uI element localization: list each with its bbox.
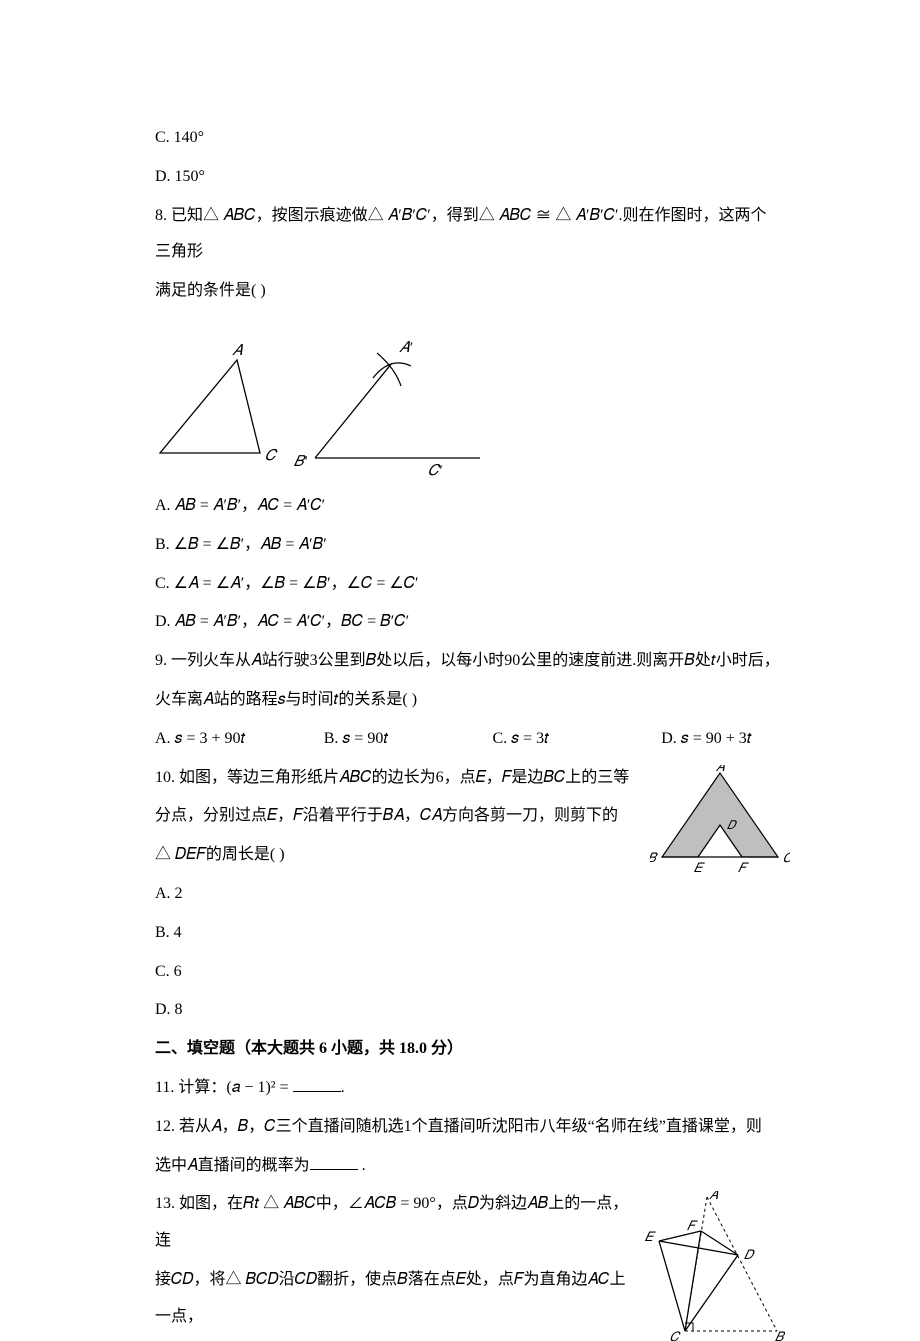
q10-label-A: 𝐴	[716, 765, 726, 774]
q8-label-B: 𝐵	[155, 448, 156, 464]
q10-option-d: D. 8	[155, 992, 635, 1029]
q13-block: 𝐴 𝐹 𝐸 𝐷 𝐶 𝐵 13. 如图，在𝑅𝑡 △ 𝐴𝐵𝐶中，∠𝐴𝐶𝐵 = 90°…	[155, 1186, 780, 1335]
q13-label-D: 𝐷	[744, 1247, 755, 1262]
q12-line1: 12. 若从𝐴，𝐵，𝐶三个直播间随机选1个直播间听沈阳市八年级“名师在线”直播课…	[155, 1109, 780, 1146]
q11: 11. 计算：(𝑎 − 1)² = .	[155, 1070, 780, 1107]
q8-option-d: D. 𝐴𝐵 = 𝐴′𝐵′，𝐴𝐶 = 𝐴′𝐶′，𝐵𝐶 = 𝐵′𝐶′	[155, 604, 780, 641]
q13-label-A: 𝐴	[709, 1191, 719, 1202]
q10-stem-1: 10. 如图，等边三角形纸片𝐴𝐵𝐶的边长为6，点𝐸，𝐹是边𝐵𝐶上的三等	[155, 760, 635, 797]
q10-stem-2: 分点，分别过点𝐸，𝐹沿着平行于𝐵𝐴，𝐶𝐴方向各剪一刀，则剪下的	[155, 798, 635, 835]
q10-label-C: 𝐶	[783, 850, 790, 865]
q9-options: A. 𝑠 = 3 + 90𝑡 B. 𝑠 = 90𝑡 C. 𝑠 = 3𝑡 D. 𝑠…	[155, 721, 780, 758]
q13-figure: 𝐴 𝐹 𝐸 𝐷 𝐶 𝐵	[645, 1191, 785, 1341]
q10-option-c: C. 6	[155, 954, 635, 991]
q8-label-A: 𝐴	[232, 343, 243, 359]
q9-option-a: A. 𝑠 = 3 + 90𝑡	[155, 721, 274, 758]
q10-figure: 𝐴 𝐵 𝐶 𝐷 𝐸 𝐹	[650, 765, 790, 875]
q12-blank[interactable]	[310, 1154, 358, 1170]
q10-block: 𝐴 𝐵 𝐶 𝐷 𝐸 𝐹 10. 如图，等边三角形纸片𝐴𝐵𝐶的边长为6，点𝐸，𝐹是…	[155, 760, 780, 1030]
q8-label-C: 𝐶	[265, 448, 278, 464]
q9-stem-2: 火车离𝐴站的路程𝑠与时间𝑡的关系是( )	[155, 682, 780, 719]
q10-label-F: 𝐹	[738, 860, 749, 875]
q8-option-a: A. 𝐴𝐵 = 𝐴′𝐵′，𝐴𝐶 = 𝐴′𝐶′	[155, 488, 780, 525]
q8-label-Bp: 𝐵′	[294, 454, 308, 470]
q13-label-E: 𝐸	[645, 1229, 657, 1244]
q8-option-b: B. ∠𝐵 = ∠𝐵′，𝐴𝐵 = 𝐴′𝐵′	[155, 527, 780, 564]
q10-label-E: 𝐸	[694, 860, 706, 875]
q10-label-B: 𝐵	[650, 850, 658, 865]
q7-option-c: C. 140°	[155, 120, 780, 157]
q10-stem-3: △ 𝐷𝐸𝐹的周长是( )	[155, 837, 635, 874]
q8-stem-1: 8. 已知△ 𝐴𝐵𝐶，按图示痕迹做△ 𝐴′𝐵′𝐶′，得到△ 𝐴𝐵𝐶 ≅ △ 𝐴′…	[155, 198, 780, 272]
q13-label-C: 𝐶	[670, 1329, 682, 1341]
q9-option-d: D. 𝑠 = 90 + 3𝑡	[661, 721, 780, 758]
q13-line2: 接𝐶𝐷，将△ 𝐵𝐶𝐷沿𝐶𝐷翻折，使点𝐵落在点𝐸处，点𝐹为直角边𝐴𝐶上一点，	[155, 1262, 635, 1336]
section-2-header: 二、填空题（本大题共 6 小题，共 18.0 分）	[155, 1031, 780, 1068]
q13-label-B: 𝐵	[775, 1329, 785, 1341]
q8-label-Cp: 𝐶′	[428, 463, 443, 478]
q12-line2: 选中𝐴直播间的概率为 .	[155, 1148, 780, 1185]
q8-label-Ap: 𝐴′	[399, 340, 413, 356]
q8-stem-2: 满足的条件是( )	[155, 273, 780, 310]
q11-suffix: .	[341, 1079, 345, 1096]
q7-option-d: D. 150°	[155, 159, 780, 196]
q10-option-b: B. 4	[155, 915, 635, 952]
q11-prefix: 11. 计算：(𝑎 − 1)² =	[155, 1079, 293, 1096]
q13-line1: 13. 如图，在𝑅𝑡 △ 𝐴𝐵𝐶中，∠𝐴𝐶𝐵 = 90°，点𝐷为斜边𝐴𝐵上的一点…	[155, 1186, 635, 1260]
q13-label-F: 𝐹	[687, 1218, 698, 1233]
q10-option-a: A. 2	[155, 876, 635, 913]
q8-figure: 𝐴 𝐵 𝐶 𝐴′ 𝐵′ 𝐶′	[155, 338, 780, 478]
q9-stem-1: 9. 一列火车从𝐴站行驶3公里到𝐵处以后，以每小时90公里的速度前进.则离开𝐵处…	[155, 643, 780, 680]
q12-line2-suffix: .	[358, 1157, 366, 1174]
q9-option-b: B. 𝑠 = 90𝑡	[324, 721, 443, 758]
q11-blank[interactable]	[293, 1076, 341, 1092]
q9-option-c: C. 𝑠 = 3𝑡	[493, 721, 612, 758]
q12-line2-prefix: 选中𝐴直播间的概率为	[155, 1157, 310, 1174]
q8-option-c: C. ∠𝐴 = ∠𝐴′，∠𝐵 = ∠𝐵′，∠𝐶 = ∠𝐶′	[155, 566, 780, 603]
